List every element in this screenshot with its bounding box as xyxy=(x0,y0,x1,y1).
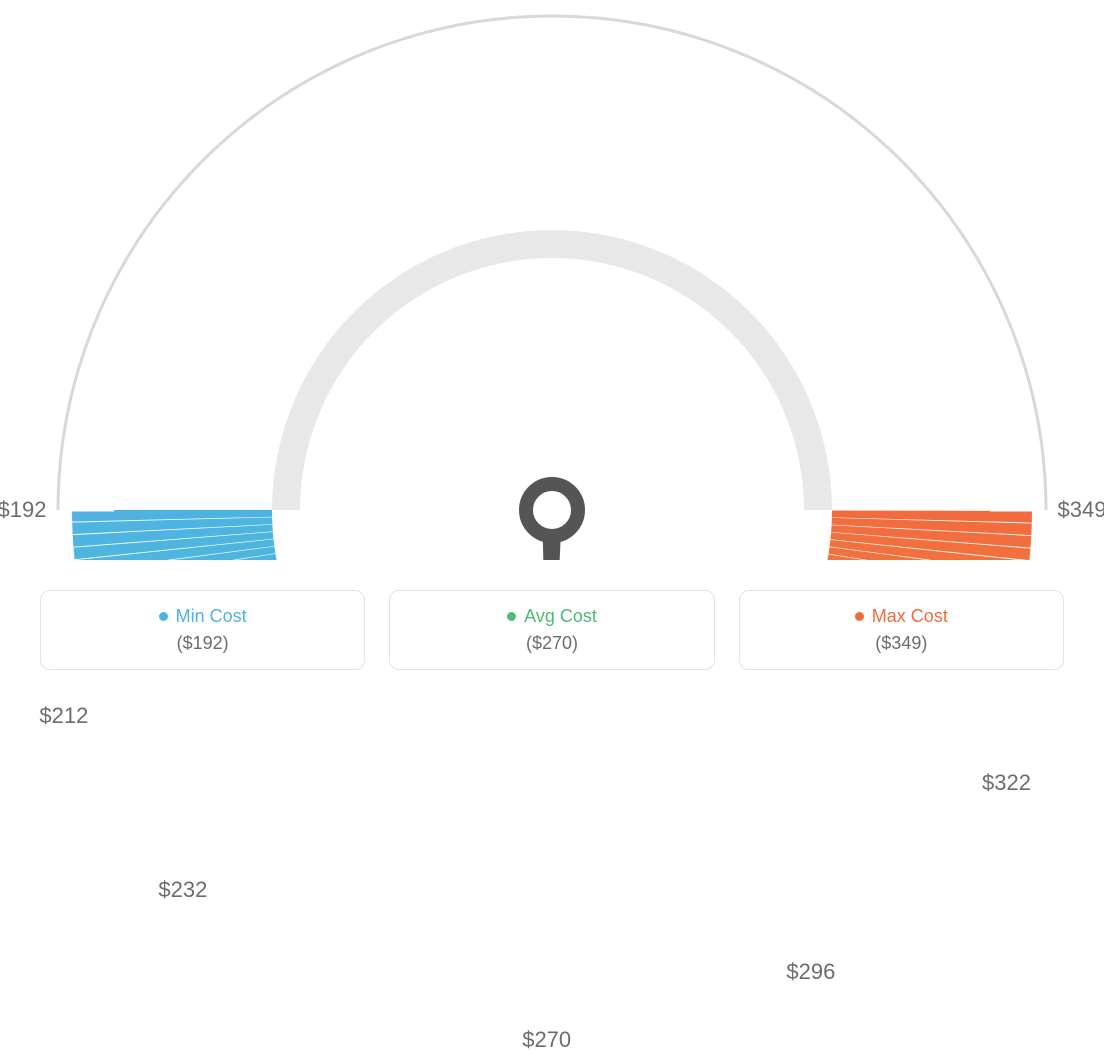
legend-label-min: Min Cost xyxy=(176,606,247,627)
legend-dot-avg xyxy=(507,612,516,621)
gauge-tick-label: $232 xyxy=(158,877,207,903)
legend-value-min: ($192) xyxy=(177,633,229,654)
legend-dot-max xyxy=(855,612,864,621)
gauge-tick-label: $212 xyxy=(39,703,88,729)
legend-avg-cost: Avg Cost ($270) xyxy=(389,590,714,670)
gauge-tick-label: $296 xyxy=(786,959,835,985)
legend-max-cost: Max Cost ($349) xyxy=(739,590,1064,670)
legend-row: Min Cost ($192) Avg Cost ($270) Max Cost… xyxy=(40,590,1064,670)
legend-label-max: Max Cost xyxy=(872,606,948,627)
legend-label-avg: Avg Cost xyxy=(524,606,597,627)
legend-value-avg: ($270) xyxy=(526,633,578,654)
legend-value-max: ($349) xyxy=(875,633,927,654)
gauge-tick-label: $192 xyxy=(0,497,46,523)
gauge-tick-label: $322 xyxy=(982,770,1031,796)
cost-gauge: $192$212$232$270$296$322$349 xyxy=(0,0,1104,560)
gauge-tick-label: $349 xyxy=(1058,497,1104,523)
legend-dot-min xyxy=(159,612,168,621)
legend-min-cost: Min Cost ($192) xyxy=(40,590,365,670)
gauge-tick-label: $270 xyxy=(522,1027,571,1053)
